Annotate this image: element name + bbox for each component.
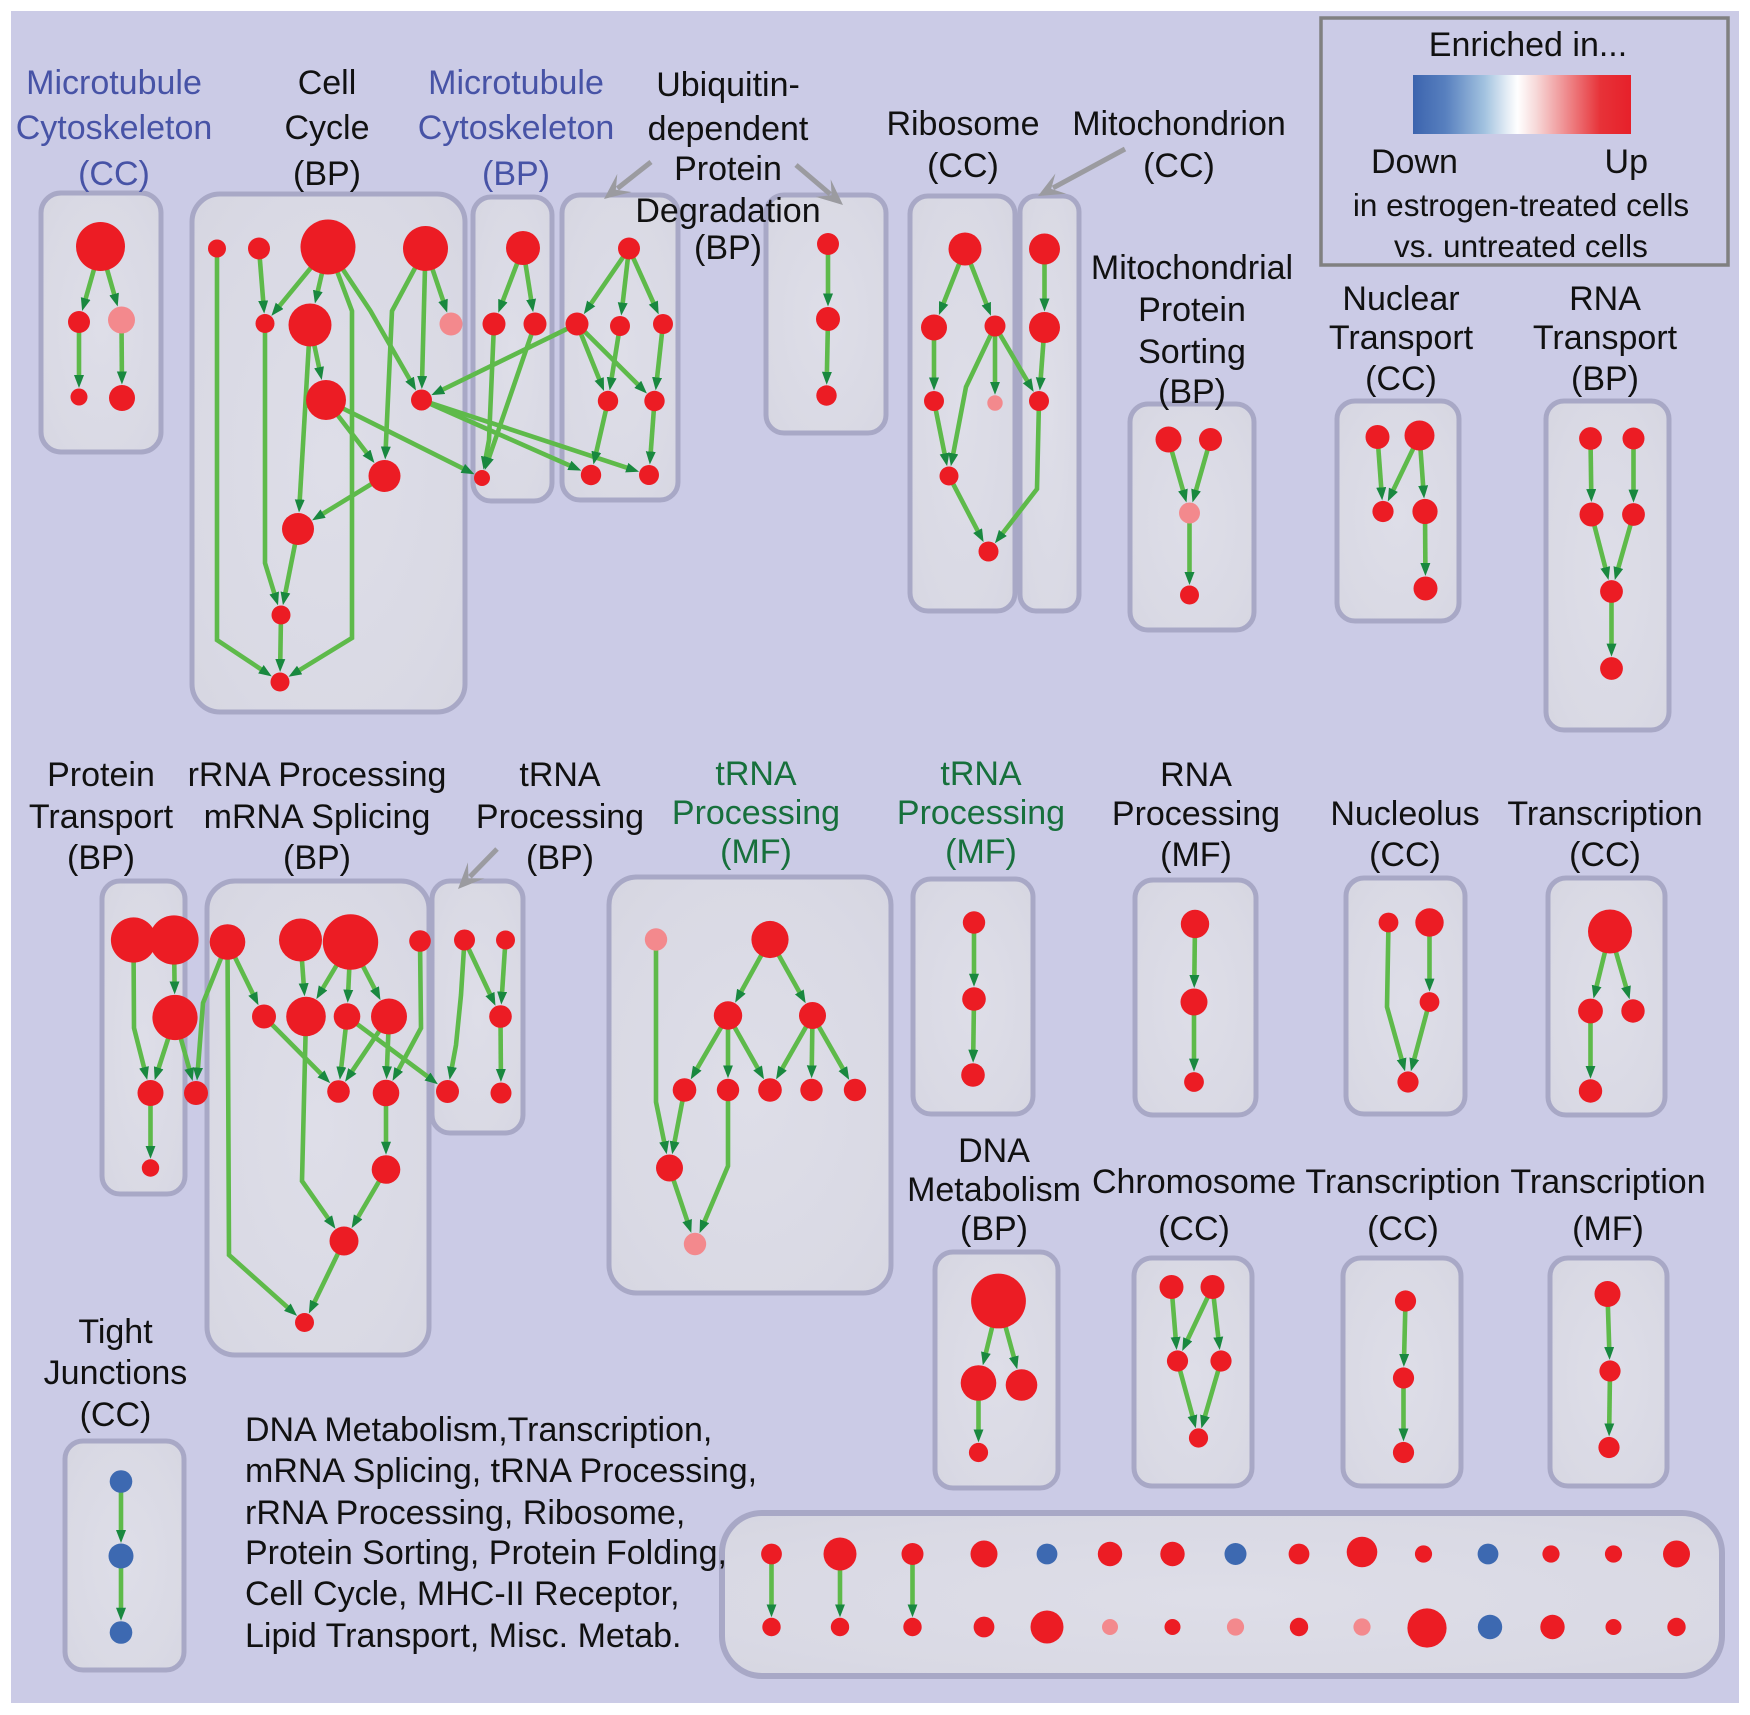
svg-text:Cycle: Cycle xyxy=(284,109,369,147)
svg-text:Junctions: Junctions xyxy=(44,1354,188,1392)
svg-text:Nuclear: Nuclear xyxy=(1342,280,1459,318)
svg-text:tRNA: tRNA xyxy=(715,755,797,793)
svg-text:rRNA Processing, Ribosome,: rRNA Processing, Ribosome, xyxy=(245,1494,685,1532)
svg-text:Mitochondrial: Mitochondrial xyxy=(1091,249,1293,287)
svg-text:(MF): (MF) xyxy=(1160,836,1232,874)
svg-text:Up: Up xyxy=(1605,143,1648,181)
svg-text:(CC): (CC) xyxy=(1158,1210,1230,1248)
svg-text:Sorting: Sorting xyxy=(1138,333,1246,371)
svg-text:RNA: RNA xyxy=(1569,280,1641,318)
svg-text:tRNA: tRNA xyxy=(519,756,601,794)
svg-text:(BP): (BP) xyxy=(482,155,550,193)
svg-text:Enriched in...: Enriched in... xyxy=(1429,26,1627,64)
svg-text:rRNA Processing: rRNA Processing xyxy=(188,756,447,794)
svg-text:RNA: RNA xyxy=(1160,756,1232,794)
svg-text:dependent: dependent xyxy=(648,110,809,148)
svg-text:Cytoskeleton: Cytoskeleton xyxy=(16,109,213,147)
svg-text:(BP): (BP) xyxy=(1571,360,1639,398)
svg-text:Microtubule: Microtubule xyxy=(26,64,202,102)
svg-text:Protein Sorting, Protein Foldi: Protein Sorting, Protein Folding, xyxy=(245,1534,727,1572)
svg-text:Tight: Tight xyxy=(78,1313,153,1351)
svg-text:(CC): (CC) xyxy=(1143,147,1215,185)
svg-text:(CC): (CC) xyxy=(1367,1210,1439,1248)
svg-text:Metabolism: Metabolism xyxy=(907,1171,1081,1209)
svg-text:(BP): (BP) xyxy=(293,155,361,193)
svg-text:Down: Down xyxy=(1371,143,1458,181)
svg-text:(CC): (CC) xyxy=(1369,836,1441,874)
svg-text:in estrogen-treated cells: in estrogen-treated cells xyxy=(1353,187,1689,223)
svg-text:(MF): (MF) xyxy=(945,833,1017,871)
svg-text:(BP): (BP) xyxy=(67,839,135,877)
svg-text:Processing: Processing xyxy=(672,794,840,832)
svg-text:mRNA Splicing: mRNA Splicing xyxy=(204,798,431,836)
svg-text:tRNA: tRNA xyxy=(940,755,1022,793)
svg-text:(BP): (BP) xyxy=(694,229,762,267)
svg-text:(CC): (CC) xyxy=(927,147,999,185)
svg-text:Chromosome: Chromosome xyxy=(1092,1163,1296,1201)
svg-text:Microtubule: Microtubule xyxy=(428,64,604,102)
svg-text:Degradation: Degradation xyxy=(635,192,820,230)
svg-text:Ubiquitin-: Ubiquitin- xyxy=(656,66,800,104)
svg-text:Cytoskeleton: Cytoskeleton xyxy=(418,109,615,147)
svg-text:(MF): (MF) xyxy=(1572,1210,1644,1248)
svg-text:Protein: Protein xyxy=(47,756,155,794)
svg-text:Ribosome: Ribosome xyxy=(886,105,1039,143)
svg-text:(BP): (BP) xyxy=(526,839,594,877)
svg-text:Transport: Transport xyxy=(29,798,174,836)
svg-text:Cell Cycle, MHC-II Receptor,: Cell Cycle, MHC-II Receptor, xyxy=(245,1575,680,1613)
svg-text:Processing: Processing xyxy=(897,794,1065,832)
svg-text:DNA: DNA xyxy=(958,1132,1030,1170)
svg-text:Processing: Processing xyxy=(1112,795,1280,833)
svg-text:Cell: Cell xyxy=(298,64,357,102)
svg-text:Protein: Protein xyxy=(674,150,782,188)
svg-text:Protein: Protein xyxy=(1138,291,1246,329)
svg-text:Transport: Transport xyxy=(1329,319,1474,357)
svg-text:Lipid Transport, Misc. Metab.: Lipid Transport, Misc. Metab. xyxy=(245,1617,682,1655)
svg-text:mRNA Splicing, tRNA Processing: mRNA Splicing, tRNA Processing, xyxy=(245,1452,757,1490)
svg-text:Nucleolus: Nucleolus xyxy=(1330,795,1479,833)
svg-text:(BP): (BP) xyxy=(283,839,351,877)
svg-text:Transcription: Transcription xyxy=(1507,795,1702,833)
svg-text:Mitochondrion: Mitochondrion xyxy=(1072,105,1286,143)
svg-text:(MF): (MF) xyxy=(720,833,792,871)
svg-text:(BP): (BP) xyxy=(1158,373,1226,411)
svg-text:Transcription: Transcription xyxy=(1305,1163,1500,1201)
svg-text:Transcription: Transcription xyxy=(1510,1163,1705,1201)
svg-text:DNA Metabolism,Transcription,: DNA Metabolism,Transcription, xyxy=(245,1411,712,1449)
svg-text:(CC): (CC) xyxy=(78,155,150,193)
svg-text:(CC): (CC) xyxy=(1569,836,1641,874)
svg-text:vs. untreated cells: vs. untreated cells xyxy=(1394,228,1648,264)
svg-text:(BP): (BP) xyxy=(960,1210,1028,1248)
svg-text:Processing: Processing xyxy=(476,798,644,836)
svg-text:Transport: Transport xyxy=(1533,319,1678,357)
svg-text:(CC): (CC) xyxy=(80,1396,152,1434)
svg-text:(CC): (CC) xyxy=(1365,360,1437,398)
